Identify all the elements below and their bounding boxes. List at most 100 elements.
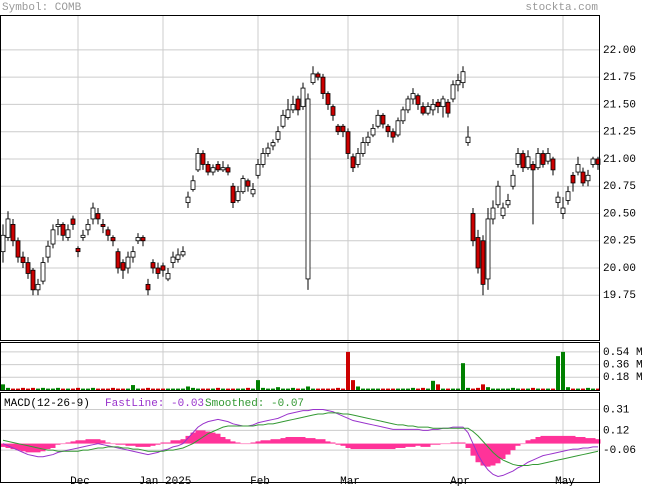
- volume-bar: [216, 387, 220, 390]
- volume-bar: [1, 384, 5, 390]
- candle-body: [35, 283, 41, 291]
- candle-body: [220, 167, 226, 171]
- volume-bar: [321, 388, 325, 390]
- volume-bar: [546, 388, 550, 390]
- macd-histogram-bar: [110, 443, 116, 445]
- candle-body: [180, 251, 186, 256]
- candle-body: [350, 156, 356, 169]
- volume-bar: [466, 387, 470, 390]
- macd-histogram-bar: [60, 443, 66, 445]
- volume-bar: [196, 388, 200, 390]
- macd-histogram-bar: [120, 443, 126, 445]
- candle-body: [0, 234, 6, 253]
- volume-bar: [331, 388, 335, 390]
- site-label: stockta.com: [525, 2, 598, 14]
- candle-body: [70, 218, 76, 225]
- volume-bar: [496, 388, 500, 390]
- volume-bar: [276, 387, 280, 390]
- macd-histogram-bar: [125, 443, 131, 446]
- macd-histogram-bar: [450, 442, 456, 444]
- candle-body: [475, 237, 481, 269]
- volume-bar: [186, 386, 190, 390]
- volume-bar: [296, 388, 300, 390]
- volume-bar: [291, 387, 295, 390]
- volume-bar: [261, 387, 265, 390]
- candle-body: [195, 153, 201, 171]
- macd-histogram-bar: [65, 442, 71, 444]
- volume-bar: [336, 387, 340, 390]
- volume-bar: [41, 387, 45, 390]
- candle-body: [400, 109, 406, 122]
- candle-body: [275, 131, 281, 140]
- candle-body: [90, 207, 96, 220]
- volume-bar: [361, 388, 365, 390]
- candle-body: [150, 262, 156, 269]
- y-tick-label: 21.00: [603, 154, 636, 166]
- macd-histogram-bar: [245, 443, 251, 445]
- candle-body: [245, 180, 251, 187]
- candle-body: [315, 73, 321, 78]
- macd-histogram-bar: [340, 443, 346, 446]
- volume-bar: [116, 388, 120, 390]
- candle-body: [145, 283, 151, 291]
- candle-body: [305, 98, 311, 280]
- volume-bar: [201, 388, 205, 390]
- volume-bar: [556, 356, 560, 390]
- volume-bar: [256, 380, 260, 390]
- volume-bar: [66, 388, 70, 390]
- macd-histogram-bar: [205, 431, 211, 444]
- macd-histogram-bar: [435, 443, 441, 445]
- volume-bar: [306, 386, 310, 390]
- volume-bar: [311, 388, 315, 390]
- macd-histogram-bar: [285, 437, 291, 444]
- volume-bar: [456, 388, 460, 390]
- volume-bar: [426, 388, 430, 390]
- volume-bar: [471, 388, 475, 390]
- macd-histogram-bar: [465, 443, 471, 448]
- volume-bar: [521, 388, 525, 390]
- macd-histogram-bar: [485, 443, 491, 467]
- macd-histogram-bar: [460, 442, 466, 444]
- volume-bar: [26, 388, 30, 390]
- candle-body: [250, 189, 256, 195]
- candle-body: [390, 131, 396, 138]
- macd-histogram-bar: [535, 437, 541, 444]
- macd-histogram-bar: [155, 443, 161, 445]
- candle-body: [450, 84, 456, 100]
- macd-histogram-bar: [30, 443, 36, 453]
- volume-bar: [376, 388, 380, 390]
- volume-bar: [96, 388, 100, 390]
- candle-body: [240, 178, 246, 193]
- volume-bar: [211, 388, 215, 390]
- volume-bar: [301, 388, 305, 390]
- volume-bar: [151, 388, 155, 390]
- volume-bar: [416, 388, 420, 390]
- macd-title: MACD(12-26-9): [4, 398, 90, 410]
- volume-bar: [371, 388, 375, 390]
- macd-histogram-bar: [525, 440, 531, 444]
- candle-body: [95, 213, 101, 220]
- macd-histogram-bar: [490, 443, 496, 466]
- volume-bar: [71, 388, 75, 390]
- candle-body: [360, 142, 366, 154]
- macd-histogram-bar: [420, 443, 426, 447]
- candle-body: [375, 114, 381, 127]
- macd-histogram-bar: [175, 440, 181, 444]
- candle-body: [100, 223, 106, 227]
- macd-histogram-bar: [0, 443, 6, 447]
- candle-body: [160, 265, 166, 271]
- volume-bar: [536, 388, 540, 390]
- macd-histogram-bar: [575, 437, 581, 444]
- x-tick-label: Dec: [70, 476, 90, 486]
- candle-body: [125, 256, 131, 269]
- volume-bar: [451, 388, 455, 390]
- volume-bar: [391, 388, 395, 390]
- candle-body: [545, 153, 551, 162]
- macd-histogram-bar: [85, 439, 91, 444]
- candle-body: [50, 229, 56, 245]
- macd-histogram-bar: [445, 443, 451, 445]
- macd-histogram-bar: [425, 443, 431, 447]
- volume-bar: [491, 388, 495, 390]
- macd-histogram-bar: [395, 443, 401, 448]
- volume-bar: [531, 387, 535, 390]
